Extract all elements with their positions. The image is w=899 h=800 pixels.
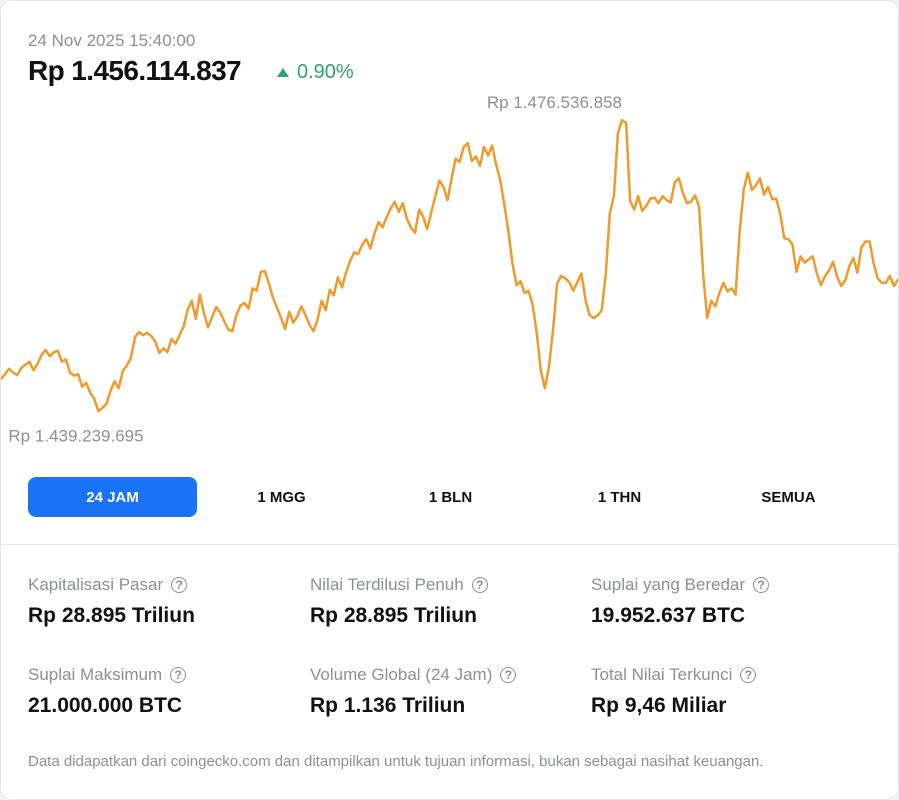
chart-max-label: Rp 1.476.536.858 [487,93,622,112]
stat-label: Suplai Maksimum [28,665,163,684]
stat-label: Volume Global (24 Jam) [310,665,493,684]
help-icon[interactable]: ? [471,577,488,593]
stat-global-volume: Volume Global (24 Jam)? Rp 1.136 Triliun [310,665,517,718]
tab-semua[interactable]: SEMUA [761,488,816,506]
stat-label: Total Nilai Terkunci [591,665,733,684]
tab-1-mgg[interactable]: 1 MGG [257,488,306,506]
help-icon[interactable]: ? [171,577,188,593]
disclaimer: Data didapatkan dari coingecko.com dan d… [28,753,764,770]
stat-label: Suplai yang Beredar [591,575,746,594]
stat-value: Rp 1.136 Triliun [310,694,466,717]
chart-min-label: Rp 1.439.239.695 [8,426,143,445]
divider [1,544,898,545]
timeframe-tabs: 24 JAM 1 MGG 1 BLN 1 THN SEMUA [28,477,873,517]
help-icon[interactable]: ? [500,667,517,683]
stat-label: Kapitalisasi Pasar [28,575,164,594]
stat-value: Rp 28.895 Triliun [310,604,477,627]
tab-24-jam[interactable]: 24 JAM [28,477,197,517]
stat-value: 21.000.000 BTC [28,694,183,717]
stat-value: 19.952.637 BTC [591,604,746,627]
stat-fully-diluted-value: Nilai Terdilusi Penuh? Rp 28.895 Triliun [310,575,488,628]
stat-circulating-supply: Suplai yang Beredar? 19.952.637 BTC [591,575,770,628]
stat-total-value-locked: Total Nilai Terkunci? Rp 9,46 Miliar [591,665,757,718]
tab-1-thn[interactable]: 1 THN [597,488,642,506]
price-line [1,118,898,413]
tab-1-bln[interactable]: 1 BLN [428,488,473,506]
price-timestamp: 24 Nov 2025 15:40:00 [28,31,196,50]
stat-value: Rp 9,46 Miliar [591,694,727,717]
help-icon[interactable]: ? [740,667,757,683]
stat-value: Rp 28.895 Triliun [28,604,195,627]
current-price: Rp 1.456.114.837 [28,55,242,86]
price-change-value: 0.90% [297,61,354,83]
stat-market-cap: Kapitalisasi Pasar? Rp 28.895 Triliun [28,575,195,628]
help-icon[interactable]: ? [753,577,770,593]
stat-max-supply: Suplai Maksimum? 21.000.000 BTC [28,665,187,718]
triangle-up-icon [277,67,289,77]
help-icon[interactable]: ? [170,667,187,683]
stat-label: Nilai Terdilusi Penuh [310,575,464,594]
price-chart[interactable]: Rp 1.476.536.858 Rp 1.439.239.695 [1,1,899,461]
price-change: 0.90% [277,61,354,84]
